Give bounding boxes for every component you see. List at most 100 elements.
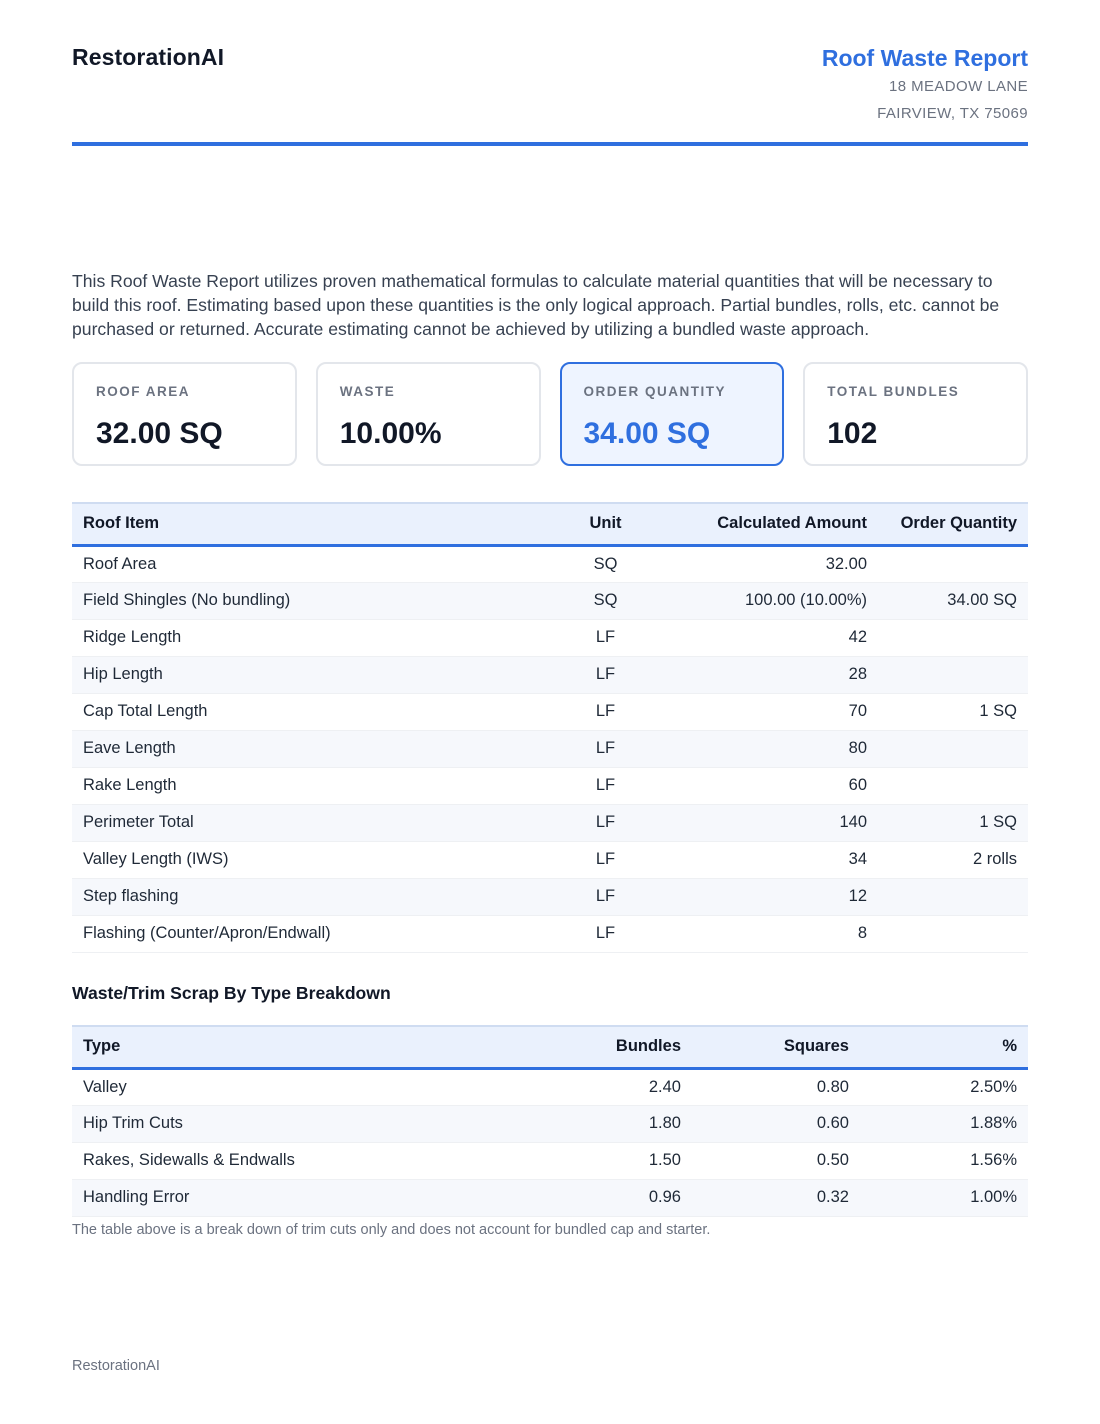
table-row: Roof Area SQ 32.00 bbox=[72, 545, 1028, 583]
table-cell: 12 bbox=[664, 878, 878, 916]
table-cell: 28 bbox=[664, 656, 878, 694]
card-label: ORDER QUANTITY bbox=[583, 384, 726, 399]
table-cell: 0.32 bbox=[692, 1179, 860, 1217]
table-row: Eave Length LF 80 bbox=[72, 730, 1028, 768]
summary-cards: ROOF AREA 32.00 SQ WASTE 10.00% ORDER QU… bbox=[72, 362, 1028, 466]
card-roof-area: ROOF AREA 32.00 SQ bbox=[72, 362, 297, 466]
column-header-unit: Unit bbox=[547, 502, 664, 547]
table-header-row: Roof Item Unit Calculated Amount Order Q… bbox=[72, 502, 1028, 547]
card-order-quantity: ORDER QUANTITY 34.00 SQ bbox=[559, 362, 785, 466]
column-header-type: Type bbox=[72, 1025, 522, 1070]
table-cell: Flashing (Counter/Apron/Endwall) bbox=[72, 915, 547, 953]
table-cell: 100.00 (10.00%) bbox=[664, 582, 878, 620]
table-row: Flashing (Counter/Apron/Endwall) LF 8 bbox=[72, 915, 1028, 953]
table-row: Hip Length LF 28 bbox=[72, 656, 1028, 694]
table-cell bbox=[878, 656, 1028, 694]
card-label: WASTE bbox=[339, 384, 396, 399]
column-header-percent: % bbox=[860, 1025, 1028, 1070]
table-cell: Roof Area bbox=[72, 545, 547, 583]
waste-breakdown-table: Type Bundles Squares % Valley 2.40 0.80 2.5… bbox=[72, 1025, 1028, 1217]
card-value: 102 bbox=[827, 417, 878, 450]
card-waste: WASTE 10.00% bbox=[315, 362, 541, 466]
table-cell: 70 bbox=[664, 693, 878, 731]
table-cell: 34 bbox=[664, 841, 878, 879]
table-row: Cap Total Length LF 70 1 SQ bbox=[72, 693, 1028, 731]
table-cell: 1.80 bbox=[522, 1105, 692, 1143]
table-row: Ridge Length LF 42 bbox=[72, 619, 1028, 657]
card-value: 34.00 SQ bbox=[583, 417, 711, 450]
table-cell: 0.96 bbox=[522, 1179, 692, 1217]
column-header-bundles: Bundles bbox=[522, 1025, 692, 1070]
table-cell: SQ bbox=[547, 545, 664, 583]
table-cell: LF bbox=[547, 878, 664, 916]
table-cell: LF bbox=[547, 619, 664, 657]
roof-items-table: Roof Item Unit Calculated Amount Order Q… bbox=[72, 502, 1028, 953]
table-row: Handling Error 0.96 0.32 1.00% bbox=[72, 1179, 1028, 1217]
table-cell: Hip Trim Cuts bbox=[72, 1105, 522, 1143]
card-value: 10.00% bbox=[339, 417, 442, 450]
table-cell: Eave Length bbox=[72, 730, 547, 768]
table-cell bbox=[878, 619, 1028, 657]
table-cell: 34.00 SQ bbox=[878, 582, 1028, 620]
card-label: TOTAL BUNDLES bbox=[827, 384, 960, 399]
waste-breakdown-body: Valley 2.40 0.80 2.50% Hip Trim Cuts 1.80 0.60… bbox=[72, 1068, 1028, 1217]
table-cell: 1.88% bbox=[860, 1105, 1028, 1143]
table-row: Perimeter Total LF 140 1 SQ bbox=[72, 804, 1028, 842]
table-cell: Perimeter Total bbox=[72, 804, 547, 842]
table-cell bbox=[878, 730, 1028, 768]
header-divider bbox=[72, 142, 1028, 146]
address-line-1: 18 MEADOW LANE bbox=[889, 78, 1028, 95]
table-cell: 1 SQ bbox=[878, 693, 1028, 731]
table-cell: 2 rolls bbox=[878, 841, 1028, 879]
table-cell: LF bbox=[547, 915, 664, 953]
table-cell: LF bbox=[547, 767, 664, 805]
table-cell: Valley Length (IWS) bbox=[72, 841, 547, 879]
table-cell: LF bbox=[547, 841, 664, 879]
table-cell: 0.50 bbox=[692, 1142, 860, 1180]
table-cell: 2.50% bbox=[860, 1068, 1028, 1106]
table-cell bbox=[878, 878, 1028, 916]
table-cell: 42 bbox=[664, 619, 878, 657]
table-cell: Cap Total Length bbox=[72, 693, 547, 731]
table-cell: 1.00% bbox=[860, 1179, 1028, 1217]
table-row: Step flashing LF 12 bbox=[72, 878, 1028, 916]
card-label: ROOF AREA bbox=[96, 384, 190, 399]
table-cell bbox=[878, 767, 1028, 805]
report-header: Roof Waste Report 18 MEADOW LANE FAIRVIE… bbox=[822, 44, 1028, 127]
column-header-roof-item: Roof Item bbox=[72, 502, 547, 547]
table-cell: Field Shingles (No bundling) bbox=[72, 582, 547, 620]
table-row: Valley 2.40 0.80 2.50% bbox=[72, 1068, 1028, 1106]
waste-breakdown-heading: Waste/Trim Scrap By Type Breakdown bbox=[72, 983, 391, 1003]
brand-name: RestorationAI bbox=[72, 44, 225, 70]
address-line-2: FAIRVIEW, TX 75069 bbox=[877, 105, 1028, 122]
column-header-calculated-amount: Calculated Amount bbox=[664, 502, 878, 547]
table-cell: Rakes, Sidewalls & Endwalls bbox=[72, 1142, 522, 1180]
roof-items-body: Roof Area SQ 32.00 Field Shingles (No bundl… bbox=[72, 545, 1028, 953]
intro-paragraph: This Roof Waste Report utilizes proven m… bbox=[72, 271, 1000, 339]
column-header-order-quantity: Order Quantity bbox=[878, 502, 1028, 547]
card-total-bundles: TOTAL BUNDLES 102 bbox=[803, 362, 1028, 466]
table-cell: SQ bbox=[547, 582, 664, 620]
table-cell: 0.80 bbox=[692, 1068, 860, 1106]
table-cell bbox=[878, 545, 1028, 583]
table-row: Rakes, Sidewalls & Endwalls 1.50 0.50 1.56% bbox=[72, 1142, 1028, 1180]
table-cell: 2.40 bbox=[522, 1068, 692, 1106]
table-cell: Handling Error bbox=[72, 1179, 522, 1217]
table-header-row: Type Bundles Squares % bbox=[72, 1025, 1028, 1070]
table-cell: 8 bbox=[664, 915, 878, 953]
report-title: Roof Waste Report bbox=[821, 45, 1028, 71]
table-cell bbox=[878, 915, 1028, 953]
table-cell: 140 bbox=[664, 804, 878, 842]
report-page: RestorationAI Roof Waste Report 18 MEADO… bbox=[72, 0, 1028, 1424]
table-cell: 80 bbox=[664, 730, 878, 768]
table-cell: Valley bbox=[72, 1068, 522, 1106]
table-cell: Step flashing bbox=[72, 878, 547, 916]
column-header-squares: Squares bbox=[692, 1025, 860, 1070]
table-cell: 60 bbox=[664, 767, 878, 805]
waste-table-note: The table above is a break down of trim … bbox=[72, 1222, 711, 1238]
table-cell: 1 SQ bbox=[878, 804, 1028, 842]
table-cell: Ridge Length bbox=[72, 619, 547, 657]
card-value: 32.00 SQ bbox=[96, 417, 223, 450]
table-cell: 32.00 bbox=[664, 545, 878, 583]
table-row: Rake Length LF 60 bbox=[72, 767, 1028, 805]
